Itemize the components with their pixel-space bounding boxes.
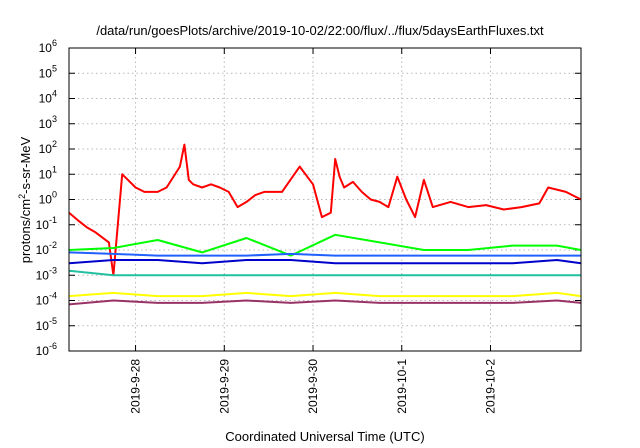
y-axis-label-exp: 2: [17, 194, 27, 199]
x-tick-label: 2019-10-1: [395, 359, 409, 414]
x-tick-label: 2019-9-30: [306, 359, 320, 414]
series-layer: [69, 143, 581, 306]
y-tick-label: 102: [39, 139, 57, 156]
y-tick-label: 105: [39, 63, 57, 80]
y-tick-exponent: -1: [49, 215, 57, 225]
y-tick-exponent: 1: [52, 164, 57, 174]
x-axis-label: Coordinated Universal Time (UTC): [225, 429, 424, 444]
y-tick-exponent: 3: [52, 114, 57, 124]
y-tick-base: 10: [36, 294, 50, 308]
y-tick-label: 103: [39, 114, 57, 131]
y-tick-exponent: 4: [52, 89, 57, 99]
series-line-blue: [69, 251, 581, 257]
y-tick-exponent: -2: [49, 240, 57, 250]
y-tick-exponent: 6: [52, 38, 57, 48]
y-tick-label: 10-5: [36, 316, 57, 333]
y-tick-label: 10-4: [36, 291, 57, 308]
y-axis-label-rest: -s-sr-MeV: [18, 136, 33, 193]
y-tick-label: 10-6: [36, 341, 57, 358]
series-line-yellow: [69, 291, 581, 298]
y-tick-base: 10: [36, 218, 50, 232]
y-tick-exponent: -4: [49, 291, 57, 301]
x-tick-labels: 2019-9-28 2019-9-29 2019-9-30 2019-10-1 2019…: [129, 359, 498, 414]
y-tick-label: 10-1: [36, 215, 57, 232]
y-tick-label: 106: [39, 38, 57, 55]
x-tick-label: 2019-9-28: [129, 359, 143, 414]
y-tick-label: 10-2: [36, 240, 57, 257]
y-axis-label-main: protons/cm: [18, 199, 33, 263]
y-tick-exponent: -3: [49, 265, 57, 275]
series-line-green: [69, 233, 581, 257]
x-tick-label: 2019-10-2: [483, 359, 497, 414]
y-axis-label: protons/cm2-s-sr-MeV: [17, 136, 33, 263]
y-tick-label: 104: [39, 89, 57, 106]
y-tick-exponent: 2: [52, 139, 57, 149]
series-line-red: [69, 143, 581, 277]
y-tick-label: 100: [39, 190, 57, 207]
y-tick-base: 10: [39, 117, 53, 131]
chart-title: /data/run/goesPlots/archive/2019-10-02/2…: [96, 23, 544, 38]
y-tick-exponent: 0: [52, 190, 57, 200]
y-tick-base: 10: [36, 344, 50, 358]
y-tick-exponent: -6: [49, 341, 57, 351]
y-tick-base: 10: [39, 142, 53, 156]
y-tick-base: 10: [39, 66, 53, 80]
y-tick-label: 10-3: [36, 265, 57, 282]
plot-frame: [68, 47, 582, 352]
y-tick-labels: 10-610-510-410-310-210-11001011021031041…: [36, 38, 57, 358]
series-line-teal: [69, 269, 581, 277]
y-tick-base: 10: [36, 268, 50, 282]
y-tick-base: 10: [39, 167, 53, 181]
grid-layer: [69, 47, 581, 352]
y-tick-base: 10: [39, 41, 53, 55]
y-tick-base: 10: [39, 193, 53, 207]
series-line-purple: [69, 299, 581, 306]
x-tick-label: 2019-9-29: [217, 359, 231, 414]
y-tick-exponent: 5: [52, 63, 57, 73]
y-tick-base: 10: [39, 92, 53, 106]
series-line-dark-blue: [69, 259, 581, 265]
y-tick-base: 10: [36, 243, 50, 257]
y-tick-label: 101: [39, 164, 57, 181]
y-tick-exponent: -5: [49, 316, 57, 326]
y-tick-base: 10: [36, 319, 50, 333]
